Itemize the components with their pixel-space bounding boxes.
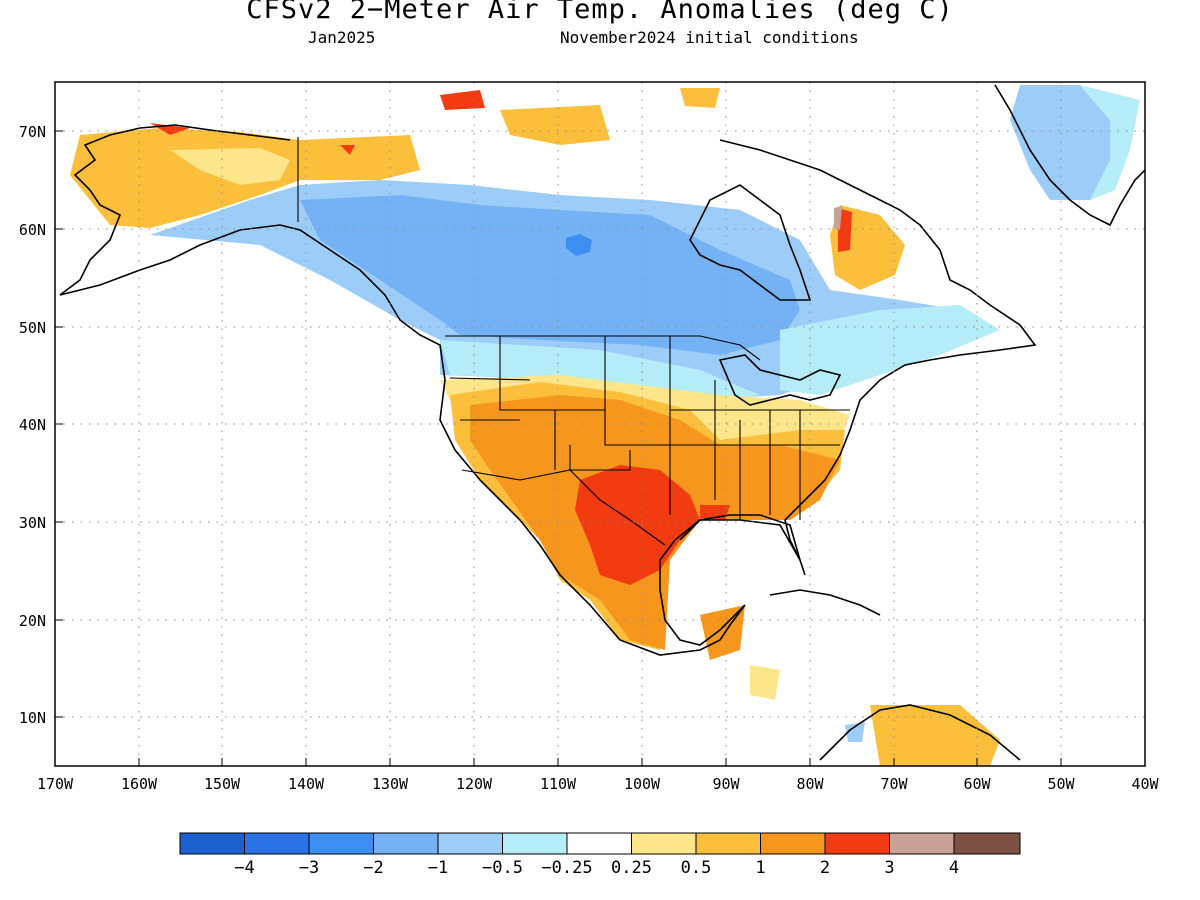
lat-label: 20N [19, 612, 46, 630]
us-canada-border [445, 335, 761, 361]
colorbar-swatch [373, 832, 439, 855]
colorbar-label: 1 [755, 858, 765, 878]
cuba-coast [769, 589, 881, 616]
colorbar-swatch [502, 832, 568, 855]
coastlines [59, 84, 1145, 761]
colorbar-swatch [760, 832, 826, 855]
us-mexico-border [461, 469, 666, 546]
lon-label: 60W [963, 775, 991, 793]
colorbar-swatch [179, 832, 245, 855]
graticule [55, 82, 1145, 766]
lat-label: 70N [19, 123, 46, 141]
colorbar-swatch [244, 832, 310, 855]
colorbar [179, 832, 1021, 855]
cold-region-greenland-edge [1080, 85, 1140, 200]
hot-spot-arctic [440, 90, 485, 110]
colorbar-swatch [953, 832, 1021, 855]
hot-spot-alaska [150, 123, 355, 155]
lat-label: 50N [19, 319, 46, 337]
colorbar-label: −0.5 [482, 858, 523, 878]
great-lakes [718, 354, 842, 406]
initial-conditions-label: November2024 initial conditions [560, 28, 859, 47]
lon-label: 70W [880, 775, 908, 793]
cold-spot-canada [566, 234, 592, 256]
hudson-bay [689, 184, 812, 301]
warm-region-honduras [750, 665, 780, 700]
very-hot-spot-quebec [834, 206, 842, 230]
lat-label: 40N [19, 416, 46, 434]
hot-spot-quebec [838, 208, 852, 252]
lon-label: 50W [1047, 775, 1075, 793]
warm-region-south-america [870, 705, 1000, 766]
lon-label: 100W [624, 775, 661, 793]
map-field [70, 85, 1140, 766]
south-america-coast [819, 704, 1021, 761]
alaska-west-coast [59, 124, 291, 296]
colorbar-label: 3 [884, 858, 894, 878]
longitude-labels: 170W 160W 150W 140W 130W 120W 110W 100W … [37, 775, 1160, 793]
lon-label: 90W [712, 775, 740, 793]
warm-region-alaska-north [170, 148, 290, 185]
colorbar-label: 0.5 [681, 858, 712, 878]
gulf-of-mexico-coast [679, 519, 806, 576]
lat-label: 10N [19, 709, 46, 727]
colorbar-swatch [566, 832, 632, 855]
warm-region-arctic [500, 88, 720, 145]
cold-spot-colombia [845, 722, 865, 742]
colorbar-swatch [824, 832, 890, 855]
colorbar-label: 4 [949, 858, 959, 878]
lon-label: 150W [204, 775, 241, 793]
colorbar-swatch [631, 832, 697, 855]
cold-region-greenland [1010, 85, 1115, 200]
lon-label: 130W [372, 775, 409, 793]
cold-core-canada [300, 195, 800, 355]
alaska-coast [59, 139, 1037, 656]
greenland-coast [994, 84, 1145, 227]
colorbar-label: −0.25 [541, 858, 592, 878]
colorbar-label: −2 [363, 858, 383, 878]
colorbar-frame [179, 832, 1021, 855]
lat-label: 60N [19, 221, 46, 239]
lon-label: 40W [1131, 775, 1159, 793]
colorbar-label: −1 [428, 858, 448, 878]
colorbar-label: −4 [234, 858, 254, 878]
lat-label: 30N [19, 514, 46, 532]
lon-label: 110W [540, 775, 577, 793]
warm-region-yukon-coast [300, 135, 420, 180]
colorbar-label: −3 [299, 858, 319, 878]
colorbar-labels: −4 −3 −2 −1 −0.5 −0.25 0.25 0.5 1 2 3 4 [234, 858, 959, 878]
axis-ticks [54, 130, 1146, 766]
lon-label: 120W [456, 775, 493, 793]
lon-label: 140W [288, 775, 325, 793]
colorbar-label: 2 [820, 858, 830, 878]
colorbar-swatch [695, 832, 761, 855]
latitude-labels: 70N 60N 50N 40N 30N 20N 10N [19, 123, 46, 727]
lon-label: 160W [121, 775, 158, 793]
colorbar-swatch [437, 832, 503, 855]
borders [297, 137, 850, 546]
cold-region-pnw [440, 340, 760, 402]
lon-label: 80W [796, 775, 824, 793]
lon-label: 170W [37, 775, 74, 793]
state-lines [449, 336, 850, 520]
valid-month-label: Jan2025 [308, 28, 376, 47]
colorbar-label: 0.25 [611, 858, 652, 878]
map-title: CFSv2 2−Meter Air Temp. Anomalies (deg C… [246, 0, 954, 25]
cold-region-northeast [780, 305, 1000, 395]
colorbar-swatch [889, 832, 955, 855]
colorbar-swatch [308, 832, 374, 855]
